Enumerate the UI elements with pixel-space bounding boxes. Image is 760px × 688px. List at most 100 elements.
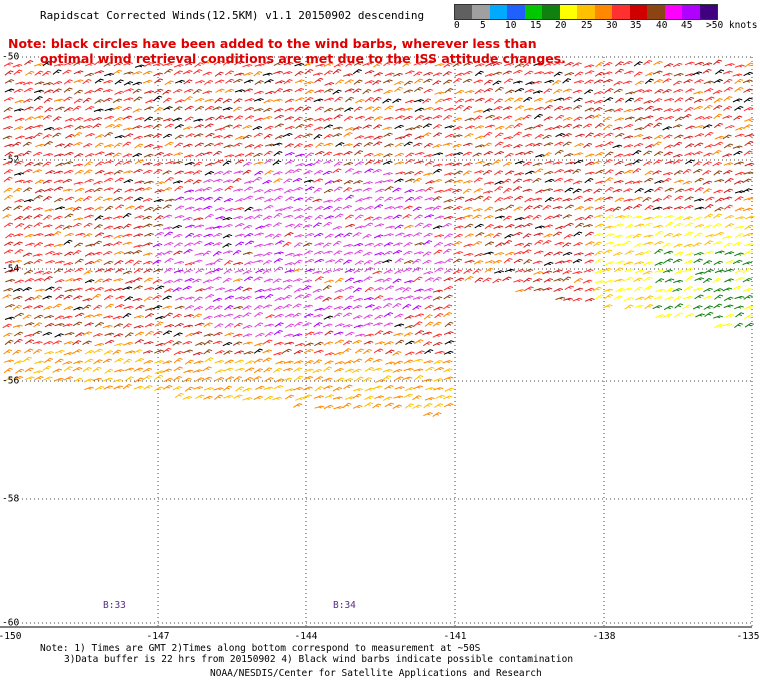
wind-barb [162,295,172,301]
wind-barb [192,331,203,336]
wind-barb [133,96,143,102]
wind-barb [224,305,234,311]
wind-barb [182,70,193,75]
wind-barb [522,249,532,255]
wind-barb [413,86,424,93]
wind-barb [424,214,435,219]
wind-barb [644,304,654,310]
wind-barb [133,225,144,230]
wind-barb [424,160,435,166]
wind-barb [482,196,492,202]
wind-barb [414,78,424,84]
wind-barb [192,351,203,356]
wind-barb [132,260,142,266]
wind-barb [653,224,664,229]
wind-barb [263,99,273,104]
wind-barb [395,171,406,175]
wind-barb [704,204,714,210]
wind-barb [3,187,13,193]
wind-barb [542,204,552,211]
wind-barb [352,287,362,293]
wind-barb [154,374,164,381]
wind-barb [122,270,133,275]
wind-barb [584,153,595,158]
wind-barb [24,125,35,131]
wind-barb [334,289,345,293]
wind-barb [543,278,554,283]
wind-barb [534,71,545,75]
wind-barb [273,251,284,255]
wind-barb [663,258,674,264]
wind-barb [203,322,213,328]
wind-barb [153,117,164,122]
wind-barb [304,368,314,373]
wind-barb [533,113,543,120]
wind-barb [174,322,184,328]
wind-barb [304,331,315,337]
wind-barb [122,286,133,291]
wind-barb [253,108,264,112]
wind-barb [682,216,693,221]
wind-barb [13,108,24,112]
wind-barb [673,62,683,68]
wind-barb [442,71,452,77]
wind-barb [442,304,453,310]
wind-barb [374,314,384,320]
wind-barb [314,150,325,156]
wind-barb [492,278,502,284]
wind-barb [313,395,324,399]
wind-barb [224,154,235,158]
wind-barb [555,296,566,301]
wind-barb [34,360,45,365]
wind-barb [523,259,533,265]
wind-barb [553,287,564,293]
wind-barb [544,79,555,84]
wind-barb [424,304,434,310]
wind-barb [723,96,733,102]
wind-barb [122,383,132,390]
wind-barb [242,333,253,338]
wind-barb [583,197,594,203]
wind-barb [144,287,155,291]
wind-barb [352,88,362,94]
wind-barb [142,350,153,354]
wind-barb [712,241,723,246]
wind-barb [634,117,645,122]
wind-barb [112,98,123,104]
lat-label-54: -54 [2,263,20,275]
wind-barb [73,295,83,300]
wind-barb [54,315,64,320]
wind-barb [63,151,74,157]
wind-barb [295,153,306,157]
wind-barb [403,233,413,238]
wind-barb [322,323,333,328]
wind-barb [23,87,34,93]
wind-barb [483,79,493,85]
wind-barb [504,97,514,103]
wind-barb [104,115,115,120]
wind-barb [553,188,564,193]
wind-barb [143,360,154,365]
wind-barb [162,360,173,365]
wind-barb [673,296,683,302]
wind-barb [344,285,355,291]
wind-barb [214,377,225,382]
wind-barb [152,279,162,284]
wind-barb [93,108,104,112]
wind-barb [703,80,714,85]
wind-barb [683,295,693,300]
wind-barb [74,312,85,318]
wind-barb [42,295,53,300]
wind-barb [395,115,405,120]
wind-barb [373,322,383,327]
wind-barb [423,106,434,111]
wind-barb [3,249,14,255]
wind-barb [163,377,173,383]
wind-barb [684,61,695,66]
wind-barb [272,233,282,239]
wind-barb [452,117,463,122]
wind-barb [142,187,153,192]
wind-barb [24,161,34,167]
wind-barb [684,313,695,318]
wind-barb [113,61,124,67]
